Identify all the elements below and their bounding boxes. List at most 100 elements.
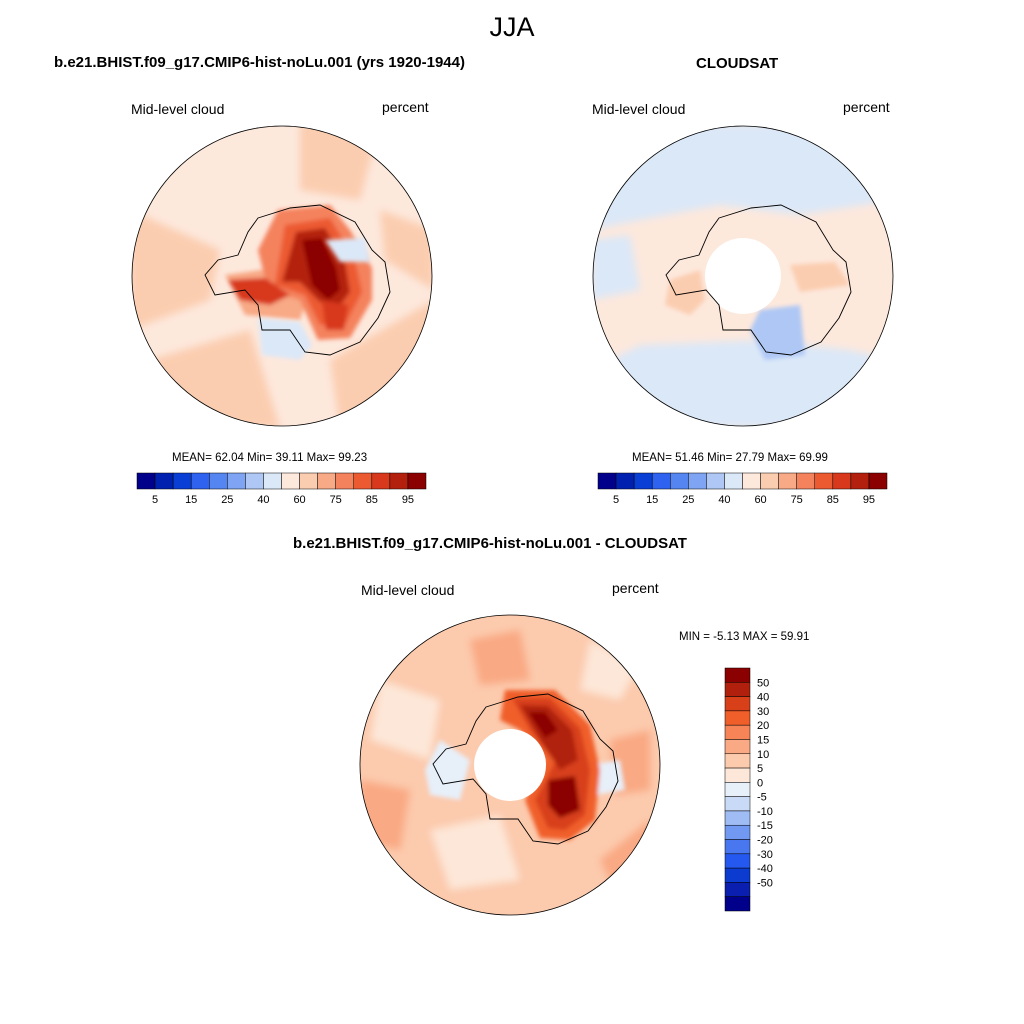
colorbar-model-swatch [335, 472, 354, 490]
map-difference [360, 615, 660, 915]
colorbar-cloudsat-swatch [688, 472, 707, 490]
colorbar-difference-tick-label: -40 [757, 863, 773, 875]
colorbar-difference-swatch [724, 667, 751, 683]
panel1-stats: MEAN= 62.04 Min= 39.11 Max= 99.23 [172, 452, 368, 464]
colorbar-difference-swatch [724, 724, 751, 740]
panel2-units: percent [843, 99, 890, 115]
map-model-coastline [204, 204, 391, 356]
colorbar-model-swatch [245, 472, 264, 490]
colorbar-cloudsat-swatch [724, 472, 743, 490]
colorbar-cloudsat-tick-label: 95 [863, 494, 875, 506]
colorbar-model-swatch [407, 472, 427, 490]
colorbar-difference-swatch [724, 824, 751, 840]
colorbar-difference-swatch [724, 696, 751, 712]
colorbar-cloudsat-tick-label: 40 [718, 494, 730, 506]
colorbar-difference-swatch [724, 839, 751, 855]
colorbar-difference-swatch [724, 867, 751, 883]
panel3-units: percent [612, 580, 659, 596]
colorbar-cloudsat-swatch [597, 472, 617, 490]
colorbar-cloudsat-swatch [651, 472, 671, 490]
colorbar-difference-swatch [724, 682, 751, 697]
colorbar-model-swatch [172, 472, 192, 490]
colorbar-difference-tick-label: -20 [757, 835, 773, 847]
colorbar-difference-tick-label: -15 [757, 820, 773, 832]
panel2-title: CLOUDSAT [696, 55, 779, 72]
colorbar-model-tick-label: 25 [221, 494, 233, 506]
colorbar-difference-swatch [724, 767, 751, 783]
colorbar-difference-swatch [724, 710, 751, 726]
colorbar-model-tick-label: 60 [293, 494, 305, 506]
colorbar-cloudsat-swatch [633, 472, 653, 490]
colorbar-cloudsat-swatch [615, 472, 635, 490]
colorbar-cloudsat-tick-label: 15 [646, 494, 658, 506]
colorbar-difference-swatch [724, 810, 751, 826]
colorbar-cloudsat-swatch [706, 472, 725, 490]
colorbar-cloudsat-tick-label: 5 [613, 494, 619, 506]
panel2-stats: MEAN= 51.46 Min= 27.79 Max= 69.99 [632, 452, 828, 464]
colorbar-cloudsat-swatch [814, 472, 834, 490]
panel3-title: b.e21.BHIST.f09_g17.CMIP6-hist-noLu.001 … [293, 535, 687, 552]
colorbar-model-swatch [190, 472, 210, 490]
colorbar-model-tick-label: 95 [402, 494, 414, 506]
colorbar-cloudsat-swatch [742, 472, 761, 490]
colorbar-model-swatch [389, 472, 409, 490]
map-cloudsat-border [592, 125, 894, 427]
colorbar-difference-tick-label: 40 [757, 692, 769, 704]
colorbar-model-swatch [136, 472, 156, 490]
colorbar-difference-tick-label: 20 [757, 720, 769, 732]
colorbar-difference-tick-label: 30 [757, 706, 769, 718]
panel1-variable: Mid-level cloud [131, 101, 225, 117]
colorbar-cloudsat-swatch [850, 472, 870, 490]
colorbar-cloudsat-tick-label: 25 [682, 494, 694, 506]
colorbar-model-swatch [299, 472, 318, 490]
map-difference-pole-gap [474, 729, 546, 801]
colorbar-difference-swatch [724, 782, 751, 797]
colorbar-model-swatch [263, 472, 282, 490]
panel2-variable: Mid-level cloud [592, 101, 686, 117]
colorbar-model-tick-label: 40 [257, 494, 269, 506]
colorbar-cloudsat-swatch [868, 472, 888, 490]
colorbar-difference-tick-label: -30 [757, 849, 773, 861]
colorbar-cloudsat-tick-label: 85 [827, 494, 839, 506]
colorbar-cloudsat-tick-label: 60 [754, 494, 766, 506]
colorbar-difference-swatch [724, 853, 751, 869]
colorbar-difference-swatch [724, 896, 751, 912]
colorbar-model-tick-label: 75 [330, 494, 342, 506]
colorbar-difference-tick-label: -50 [757, 877, 773, 889]
colorbar-difference-tick-label: -10 [757, 806, 773, 818]
map-model [132, 126, 432, 426]
map-cloudsat-coastline [665, 204, 852, 356]
colorbar-model-tick-label: 5 [152, 494, 158, 506]
colorbar-difference-tick-label: 15 [757, 734, 769, 746]
colorbar-difference-tick-label: 50 [757, 677, 769, 689]
colorbar-difference-tick-label: 10 [757, 749, 769, 761]
colorbar-model-swatch [353, 472, 373, 490]
colorbar-cloudsat-swatch [760, 472, 779, 490]
colorbar-difference-swatch [724, 882, 751, 897]
colorbar-model-swatch [154, 472, 174, 490]
colorbar-model-swatch [317, 472, 336, 490]
colorbar-model-tick-label: 85 [366, 494, 378, 506]
map-cloudsat [593, 126, 893, 426]
colorbar-model-swatch [371, 472, 391, 490]
colorbar-cloudsat-tick-label: 75 [791, 494, 803, 506]
colorbar-cloudsat: 5 15 25 40 60 75 85 95 [597, 472, 888, 506]
colorbar-difference-tick-label: 5 [757, 763, 763, 775]
map-cloudsat-pole-gap [705, 238, 781, 314]
colorbar-difference-swatch [724, 753, 751, 769]
colorbar-difference-tick-label: -5 [757, 792, 767, 804]
colorbar-cloudsat-swatch [796, 472, 815, 490]
colorbar-difference-swatch [724, 739, 751, 755]
colorbar-difference-swatch [724, 796, 751, 812]
map-model-border [131, 125, 433, 427]
panel3-variable: Mid-level cloud [361, 582, 455, 598]
panel1-title: b.e21.BHIST.f09_g17.CMIP6-hist-noLu.001 … [54, 54, 465, 71]
colorbar-cloudsat-swatch [778, 472, 797, 490]
colorbar-model-swatch [281, 472, 300, 490]
colorbar-model-swatch [227, 472, 246, 490]
map-difference-coastline [432, 693, 619, 845]
panel3-stats: MIN = -5.13 MAX = 59.91 [679, 631, 810, 643]
panel1-units: percent [382, 99, 429, 115]
